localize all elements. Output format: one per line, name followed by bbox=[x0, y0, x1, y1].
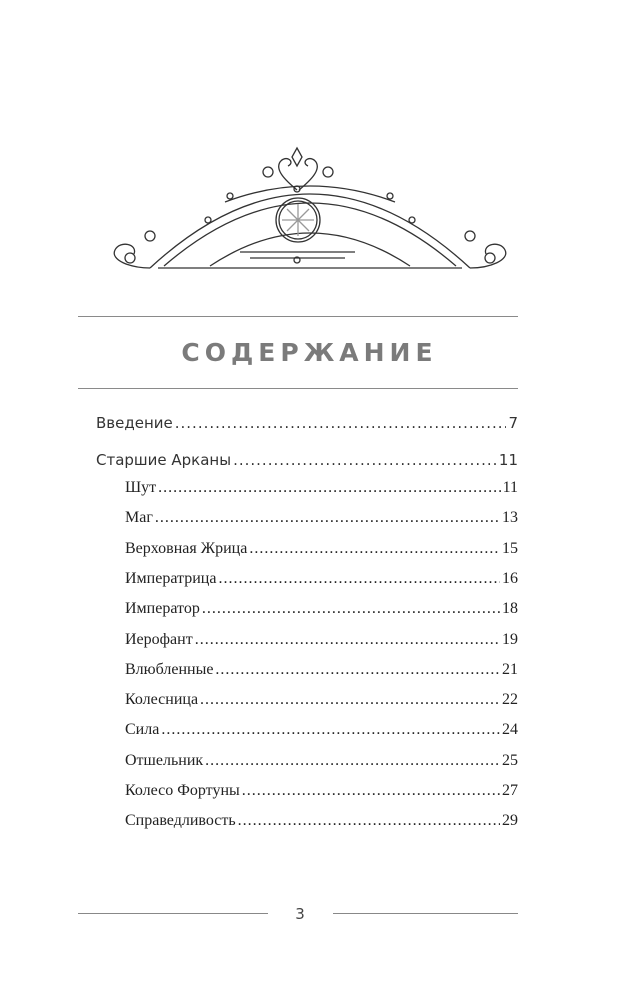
leader-dots bbox=[155, 509, 500, 527]
toc-page: 7 bbox=[508, 414, 518, 432]
toc-label: Отшельник bbox=[125, 751, 204, 769]
leader-dots bbox=[175, 414, 507, 432]
toc-label: Маг bbox=[125, 509, 153, 527]
toc-page: 16 bbox=[502, 569, 518, 587]
footer-rule-left bbox=[78, 913, 268, 914]
toc-label: Справедливость bbox=[125, 812, 236, 830]
bottom-rule bbox=[78, 388, 518, 389]
toc-page: 15 bbox=[502, 539, 518, 557]
footer-rule-right bbox=[333, 913, 518, 914]
toc-subentry[interactable]: Верховная Жрица 15 bbox=[125, 540, 518, 558]
toc-subentry[interactable]: Императрица 16 bbox=[125, 570, 518, 588]
toc-subentry[interactable]: Влюбленные 21 bbox=[125, 661, 518, 679]
toc-label: Колесница bbox=[125, 691, 199, 709]
toc-label: Старшие Арканы bbox=[96, 451, 232, 469]
toc-subentry[interactable]: Император 18 bbox=[125, 600, 518, 618]
toc-page: 25 bbox=[502, 751, 518, 769]
toc-subentry[interactable]: Иерофант 19 bbox=[125, 631, 518, 649]
top-rule bbox=[78, 316, 518, 317]
toc-label: Введение bbox=[96, 414, 173, 432]
toc-page: 19 bbox=[502, 630, 518, 648]
toc-page: 21 bbox=[502, 660, 518, 678]
toc-label: Император bbox=[125, 600, 200, 618]
toc-page: 29 bbox=[502, 812, 518, 830]
toc-subentry[interactable]: Отшельник 25 bbox=[125, 752, 518, 770]
toc-subentry[interactable]: Колесо Фортуны 27 bbox=[125, 782, 518, 800]
toc-subentry[interactable]: Шут 11 bbox=[125, 479, 518, 497]
toc-page: 27 bbox=[502, 782, 518, 799]
leader-dots bbox=[215, 661, 500, 679]
leader-dots bbox=[195, 631, 500, 649]
toc-subentry[interactable]: Маг 13 bbox=[125, 509, 518, 527]
toc-page: 11 bbox=[502, 479, 518, 496]
leader-dots bbox=[238, 812, 500, 830]
toc-label: Верховная Жрица bbox=[125, 539, 248, 557]
toc-page: 18 bbox=[502, 600, 518, 618]
toc-label: Сила bbox=[125, 721, 160, 739]
leader-dots bbox=[202, 600, 500, 618]
toc-subentry[interactable]: Справедливость 29 bbox=[125, 812, 518, 830]
toc-label: Иерофант bbox=[125, 630, 193, 648]
toc-subentry[interactable]: Колесница 22 bbox=[125, 691, 518, 709]
toc-page: 24 bbox=[502, 721, 518, 739]
toc-page: 11 bbox=[498, 451, 518, 469]
toc-label: Императрица bbox=[125, 569, 217, 587]
toc-page: 22 bbox=[502, 691, 518, 709]
toc-label: Шут bbox=[125, 479, 157, 496]
leader-dots bbox=[249, 540, 500, 558]
toc-entry[interactable]: Старшие Арканы 11 bbox=[96, 451, 518, 469]
leader-dots bbox=[218, 570, 500, 588]
page-title: СОДЕРЖАНИЕ bbox=[181, 338, 438, 367]
toc-subentry[interactable]: Сила 24 bbox=[125, 721, 518, 739]
toc-label: Колесо Фортуны bbox=[125, 782, 240, 799]
toc-entry[interactable]: Введение 7 bbox=[96, 414, 518, 432]
leader-dots bbox=[200, 691, 500, 709]
ornament-icon bbox=[113, 146, 507, 269]
leader-dots bbox=[233, 451, 497, 469]
leader-dots bbox=[242, 782, 500, 800]
toc-page: 13 bbox=[502, 509, 518, 527]
page-number: 3 bbox=[295, 905, 305, 923]
leader-dots bbox=[161, 721, 500, 739]
leader-dots bbox=[205, 752, 500, 770]
leader-dots bbox=[158, 479, 500, 497]
toc-label: Влюбленные bbox=[125, 660, 214, 678]
